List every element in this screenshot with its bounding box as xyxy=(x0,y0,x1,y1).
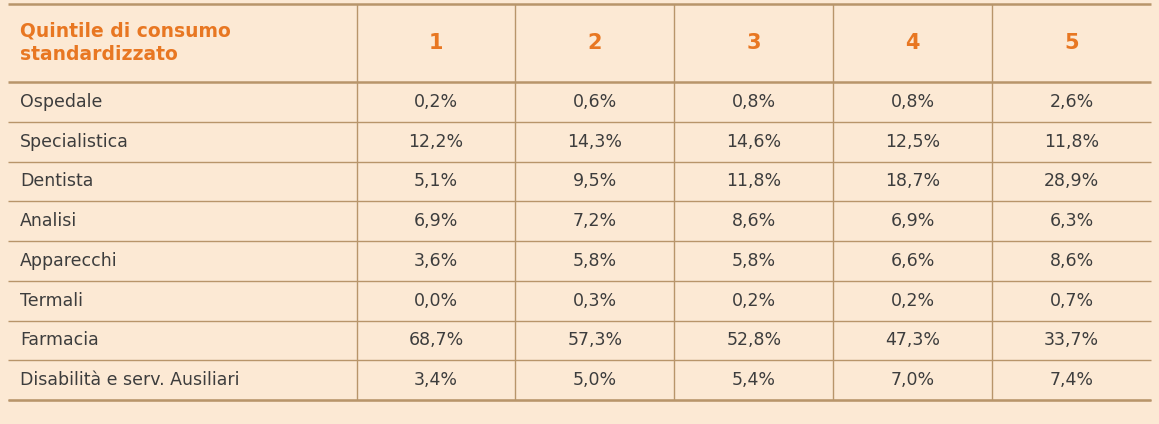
Text: Ospedale: Ospedale xyxy=(20,93,102,111)
Text: 0,8%: 0,8% xyxy=(731,93,775,111)
Text: 0,3%: 0,3% xyxy=(573,292,617,310)
Text: 4: 4 xyxy=(905,33,920,53)
Text: 1: 1 xyxy=(429,33,443,53)
Text: 28,9%: 28,9% xyxy=(1044,173,1099,190)
Text: 5,8%: 5,8% xyxy=(573,252,617,270)
Text: 6,3%: 6,3% xyxy=(1049,212,1094,230)
Text: 12,2%: 12,2% xyxy=(408,133,464,151)
Text: Disabilità e serv. Ausiliari: Disabilità e serv. Ausiliari xyxy=(20,371,240,389)
Text: 0,7%: 0,7% xyxy=(1050,292,1094,310)
Text: 14,6%: 14,6% xyxy=(727,133,781,151)
Text: Termali: Termali xyxy=(20,292,83,310)
Text: Analisi: Analisi xyxy=(20,212,78,230)
Text: Apparecchi: Apparecchi xyxy=(20,252,117,270)
Text: 5,4%: 5,4% xyxy=(731,371,775,389)
Text: 5: 5 xyxy=(1064,33,1079,53)
Text: Farmacia: Farmacia xyxy=(20,332,99,349)
Text: 0,6%: 0,6% xyxy=(573,93,617,111)
Text: Dentista: Dentista xyxy=(20,173,94,190)
Text: 0,2%: 0,2% xyxy=(890,292,935,310)
Text: 12,5%: 12,5% xyxy=(885,133,940,151)
Text: 47,3%: 47,3% xyxy=(885,332,940,349)
Text: 11,8%: 11,8% xyxy=(727,173,781,190)
Text: 2: 2 xyxy=(588,33,603,53)
Text: Quintile di consumo
standardizzato: Quintile di consumo standardizzato xyxy=(20,22,231,64)
Text: 0,0%: 0,0% xyxy=(414,292,458,310)
Text: 6,9%: 6,9% xyxy=(414,212,458,230)
Text: 6,9%: 6,9% xyxy=(890,212,935,230)
Text: 9,5%: 9,5% xyxy=(573,173,617,190)
Text: 5,1%: 5,1% xyxy=(414,173,458,190)
Text: 7,2%: 7,2% xyxy=(573,212,617,230)
Text: 7,0%: 7,0% xyxy=(890,371,935,389)
Text: 0,8%: 0,8% xyxy=(890,93,935,111)
Text: 57,3%: 57,3% xyxy=(568,332,622,349)
Text: 0,2%: 0,2% xyxy=(414,93,458,111)
Text: 3: 3 xyxy=(746,33,761,53)
Text: 8,6%: 8,6% xyxy=(1049,252,1094,270)
Text: 14,3%: 14,3% xyxy=(568,133,622,151)
Text: 68,7%: 68,7% xyxy=(408,332,464,349)
Text: 18,7%: 18,7% xyxy=(885,173,940,190)
Text: 52,8%: 52,8% xyxy=(727,332,781,349)
Text: 8,6%: 8,6% xyxy=(731,212,775,230)
Text: 5,0%: 5,0% xyxy=(573,371,617,389)
Text: 2,6%: 2,6% xyxy=(1049,93,1094,111)
Text: 33,7%: 33,7% xyxy=(1044,332,1099,349)
Text: 7,4%: 7,4% xyxy=(1050,371,1094,389)
Text: 6,6%: 6,6% xyxy=(890,252,935,270)
Text: 3,6%: 3,6% xyxy=(414,252,458,270)
Text: 3,4%: 3,4% xyxy=(414,371,458,389)
Text: 11,8%: 11,8% xyxy=(1044,133,1099,151)
Text: 5,8%: 5,8% xyxy=(731,252,775,270)
Text: 0,2%: 0,2% xyxy=(731,292,775,310)
Text: Specialistica: Specialistica xyxy=(20,133,129,151)
